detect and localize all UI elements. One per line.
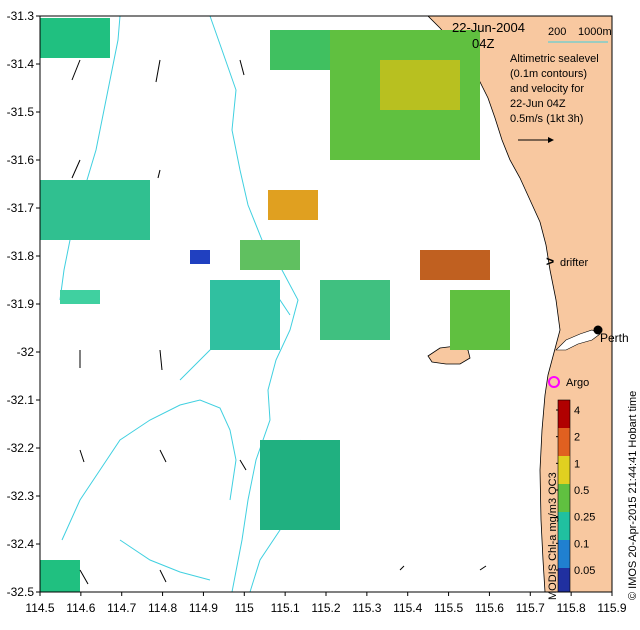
drifter-marker: > xyxy=(546,253,554,269)
lon-tick-label: 115.2 xyxy=(311,601,340,615)
velocity-scale-arrowhead xyxy=(548,137,554,143)
chlorophyll-patches xyxy=(40,18,510,592)
colorbar-tick-label: 4 xyxy=(574,405,580,417)
city-label: Perth xyxy=(600,331,629,345)
lat-tick-label: -31.3 xyxy=(7,9,35,23)
velocity-note-line4: 22-Jun 04Z xyxy=(510,98,566,110)
colorbar-tick-label: 0.5 xyxy=(574,485,589,497)
lat-tick-label: -32.4 xyxy=(7,537,35,551)
city-marker xyxy=(593,325,603,335)
lon-tick-label: 115.1 xyxy=(271,601,300,615)
depth-legend-200: 200 xyxy=(548,26,566,38)
lon-tick-label: 115.7 xyxy=(516,601,545,615)
lon-tick-label: 115.4 xyxy=(393,601,422,615)
lat-tick-label: -31.7 xyxy=(7,201,35,215)
lon-tick-label: 114.5 xyxy=(25,601,54,615)
date-label: 22-Jun-2004 xyxy=(452,20,525,35)
lat-tick-label: -31.9 xyxy=(7,297,35,311)
lon-tick-label: 114.9 xyxy=(189,601,218,615)
colorbar-title: MODIS Chl-a mg/m3 OC3 xyxy=(547,472,559,600)
colorbar-tick-label: 0.25 xyxy=(574,512,595,524)
colorbar xyxy=(557,399,571,593)
velocity-arrows xyxy=(71,59,487,585)
lon-tick-label: 114.8 xyxy=(148,601,177,615)
argo-label: Argo xyxy=(566,377,589,389)
colorbar-ticks: 4 2 1 0.5 0.25 0.1 0.05 xyxy=(556,405,595,577)
colorbar-tick-label: 2 xyxy=(574,432,580,444)
lat-tick-label: -31.5 xyxy=(7,105,35,119)
velocity-note-line3: and velocity for xyxy=(510,83,584,95)
lon-tick-label: 115.3 xyxy=(352,601,381,615)
lon-tick-label: 114.6 xyxy=(66,601,95,615)
argo-marker xyxy=(548,376,560,388)
lon-tick-label: 115.5 xyxy=(434,601,463,615)
lat-tick-label: -31.8 xyxy=(7,249,35,263)
lat-tick-label: -31.6 xyxy=(7,153,35,167)
lat-tick-label: -32 xyxy=(17,345,35,359)
latitude-ticks: -31.3 -31.4 -31.5 -31.6 -31.7 -31.8 -31.9 -32 -3… xyxy=(7,9,40,599)
time-label: 04Z xyxy=(472,36,494,51)
lat-tick-label: -32.5 xyxy=(7,585,35,599)
lat-tick-label: -32.2 xyxy=(7,441,35,455)
lon-tick-label: 115.9 xyxy=(597,601,626,615)
island xyxy=(427,345,471,365)
lon-tick-label: 115.8 xyxy=(557,601,586,615)
velocity-note-line5: 0.5m/s (1kt 3h) xyxy=(510,113,583,125)
drifter-label: drifter xyxy=(560,257,588,269)
colorbar-tick-label: 1 xyxy=(574,458,580,470)
depth-legend-1000: 1000m xyxy=(578,26,612,38)
lon-tick-label: 114.7 xyxy=(107,601,136,615)
longitude-ticks: 114.5 114.6 114.7 114.8 114.9 115 115.1 115.2 11… xyxy=(25,592,627,615)
velocity-note-line2: (0.1m contours) xyxy=(510,68,587,80)
colorbar-tick-label: 0.05 xyxy=(574,565,595,577)
lat-tick-label: -31.4 xyxy=(7,57,35,71)
velocity-note-line1: Altimetric sealevel xyxy=(510,53,599,65)
lat-tick-label: -32.1 xyxy=(7,393,35,407)
lon-tick-label: 115.6 xyxy=(475,601,504,615)
colorbar-tick-label: 0.1 xyxy=(574,538,589,550)
lon-tick-label: 115 xyxy=(235,601,254,615)
lat-tick-label: -32.3 xyxy=(7,489,35,503)
credit-text: © IMOS 20-Apr-2015 21:44:41 Hobart time xyxy=(627,391,639,600)
